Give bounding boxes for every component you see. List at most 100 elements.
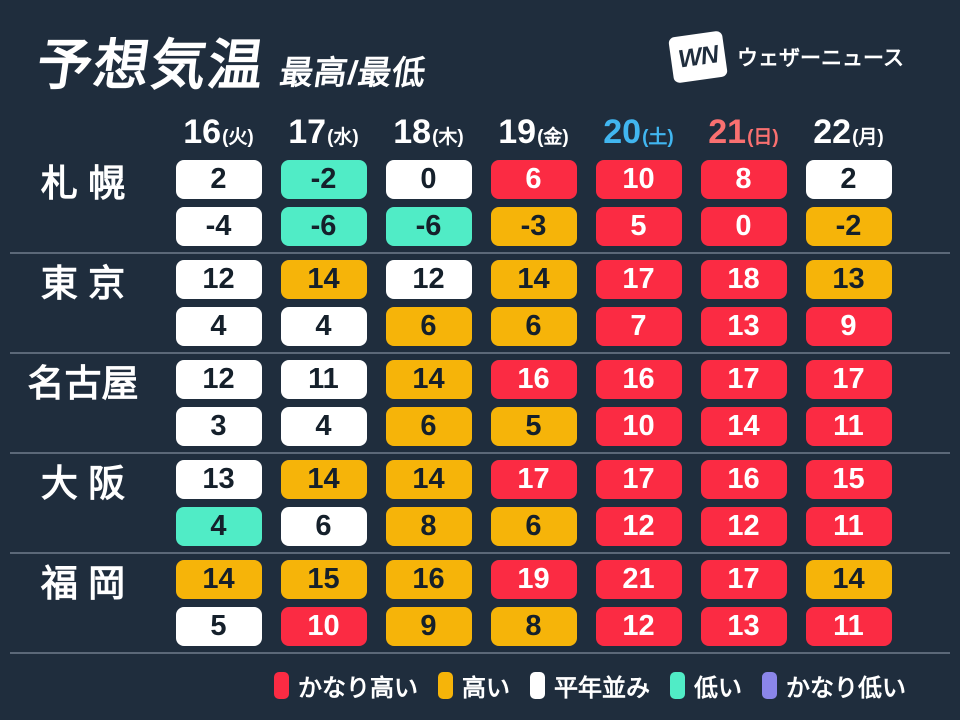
legend-item-higher: 高い (438, 668, 510, 703)
date-header-17: 17(水) (271, 113, 376, 152)
date-number: 21 (708, 112, 747, 151)
city-name: 大 阪 (40, 462, 126, 504)
high-temp-cell: 6 (490, 160, 577, 199)
high-temp-cell: 10 (595, 160, 682, 199)
city-name: 東 京 (40, 262, 126, 304)
city-row-0: 札 幌 2 -2 0 6 10 8 2 -4 -6 -6 -3 5 0 -2 (0, 156, 960, 250)
low-temp-cell: 11 (805, 407, 892, 446)
day-of-week: (水) (327, 126, 359, 148)
row-divider (10, 352, 950, 354)
day-of-week: (木) (432, 126, 464, 148)
high-temp-cell: 2 (805, 160, 892, 199)
high-temp-cell: 14 (175, 560, 262, 599)
date-header-16: 16(火) (166, 113, 271, 152)
city-name: 名古屋 (27, 362, 139, 404)
day-of-week: (金) (537, 126, 569, 148)
legend: かなり高い 高い 平年並み 低い かなり低い (0, 668, 960, 703)
legend-label: かなり高い (298, 675, 418, 702)
date-header-row: 16(火) 17(水) 18(木) 19(金) 20(土) 21(日) 22(月) (0, 108, 960, 156)
legend-swatch-higher (438, 672, 453, 699)
low-temp-cell: 5 (595, 207, 682, 246)
low-temp-cell: 10 (280, 607, 367, 646)
low-temp-cell: 4 (175, 307, 262, 346)
high-temp-cell: 11 (280, 360, 367, 399)
low-temp-cell: 0 (700, 207, 787, 246)
legend-swatch-normal (530, 672, 545, 699)
low-temp-cell: 4 (280, 407, 367, 446)
low-temp-cell: 3 (175, 407, 262, 446)
high-temp-cell: 14 (805, 560, 892, 599)
legend-item-much-lower: かなり低い (762, 668, 906, 703)
date-header-18: 18(木) (376, 113, 481, 152)
low-temp-cell: 8 (490, 607, 577, 646)
city-name: 福 岡 (40, 562, 126, 604)
high-temp-cell: 17 (490, 460, 577, 499)
high-temp-cell: 13 (175, 460, 262, 499)
date-number: 19 (498, 112, 537, 151)
low-temp-cell: 5 (175, 607, 262, 646)
legend-item-much-higher: かなり高い (274, 668, 418, 703)
high-temp-cell: 13 (805, 260, 892, 299)
low-temp-cell: 9 (805, 307, 892, 346)
low-temp-cell: 13 (700, 607, 787, 646)
legend-item-lower: 低い (670, 668, 742, 703)
high-temp-cell: 17 (805, 360, 892, 399)
high-temp-cell: 12 (385, 260, 472, 299)
legend-label: 平年並み (554, 675, 650, 702)
low-temp-cell: 12 (595, 507, 682, 546)
date-number: 17 (288, 112, 327, 151)
legend-label: かなり低い (786, 675, 906, 702)
title-text: 予想気温 (32, 34, 270, 96)
low-temp-cell: 6 (385, 307, 472, 346)
row-divider (10, 552, 950, 554)
low-temp-cell: 6 (490, 307, 577, 346)
high-temp-cell: 19 (490, 560, 577, 599)
low-temp-cell: 4 (280, 307, 367, 346)
low-temp-cell: 6 (385, 407, 472, 446)
legend-label: 高い (462, 675, 510, 702)
low-temp-cell: 4 (175, 507, 262, 546)
day-of-week: (日) (747, 126, 779, 148)
high-temp-cell: 17 (700, 560, 787, 599)
low-temp-cell: 11 (805, 607, 892, 646)
date-header-22: 22(月) (796, 113, 901, 152)
low-temp-cell: -4 (175, 207, 262, 246)
high-temp-cell: 12 (175, 360, 262, 399)
weathernews-logo: WN ウェザーニュース (668, 30, 904, 84)
subtitle-text: 最高/最低 (277, 54, 430, 91)
legend-swatch-lower (670, 672, 685, 699)
high-temp-cell: 2 (175, 160, 262, 199)
high-temp-cell: 8 (700, 160, 787, 199)
day-of-week: (火) (222, 126, 254, 148)
low-temp-cell: 6 (280, 507, 367, 546)
date-header-19: 19(金) (481, 113, 586, 152)
page-title: 予想気温 最高/最低 (32, 20, 433, 100)
high-temp-cell: 21 (595, 560, 682, 599)
date-number: 20 (603, 112, 642, 151)
city-name: 札 幌 (40, 162, 126, 204)
legend-item-normal: 平年並み (530, 668, 650, 703)
low-temp-cell: 9 (385, 607, 472, 646)
high-temp-cell: 16 (385, 560, 472, 599)
low-temp-cell: 6 (490, 507, 577, 546)
row-divider (10, 652, 950, 654)
high-temp-cell: 15 (805, 460, 892, 499)
date-number: 18 (393, 112, 432, 151)
high-temp-cell: -2 (280, 160, 367, 199)
low-temp-cell: 7 (595, 307, 682, 346)
row-divider (10, 252, 950, 254)
low-temp-cell: -6 (280, 207, 367, 246)
day-of-week: (土) (642, 126, 674, 148)
high-temp-cell: 17 (700, 360, 787, 399)
low-temp-cell: 8 (385, 507, 472, 546)
date-number: 22 (813, 112, 852, 151)
low-temp-cell: 12 (700, 507, 787, 546)
low-temp-cell: 5 (490, 407, 577, 446)
low-temp-cell: -6 (385, 207, 472, 246)
date-number: 16 (183, 112, 222, 151)
high-temp-cell: 16 (490, 360, 577, 399)
date-header-21: 21(日) (691, 113, 796, 152)
legend-swatch-much-lower (762, 672, 777, 699)
low-temp-cell: 14 (700, 407, 787, 446)
